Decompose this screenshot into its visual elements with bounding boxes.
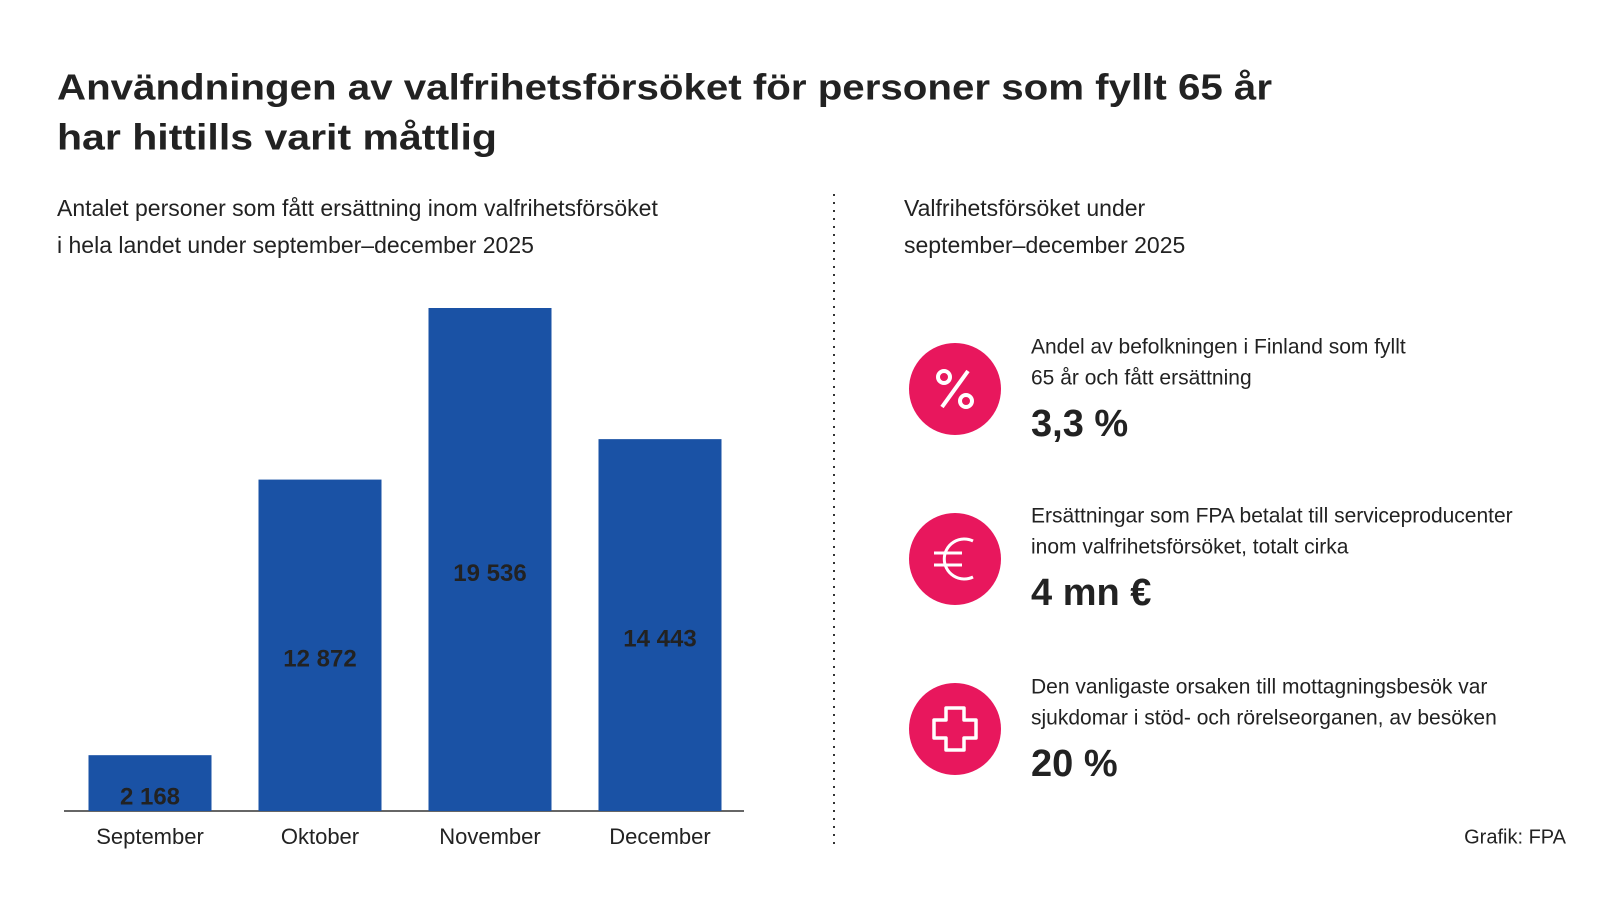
health-icon xyxy=(909,683,1001,775)
fact-label: Andel av befolkningen i Finland som fyll… xyxy=(1031,336,1406,359)
fact-value: 3,3 % xyxy=(1031,403,1128,445)
value-label: 2 168 xyxy=(120,783,180,810)
fact-label: Den vanligaste orsaken till mottagningsb… xyxy=(1031,676,1487,699)
facts-heading: september–december 2025 xyxy=(904,232,1185,258)
percent-icon xyxy=(909,343,1001,435)
credit: Grafik: FPA xyxy=(1464,826,1567,848)
bar xyxy=(598,439,722,811)
chart-subtitle: i hela landet under september–december 2… xyxy=(57,232,534,258)
x-tick-label: September xyxy=(96,824,204,849)
fact-label: sjukdomar i stöd- och rörelseorganen, av… xyxy=(1031,707,1497,730)
value-label: 14 443 xyxy=(623,625,696,652)
x-tick-label: December xyxy=(609,824,710,849)
bar xyxy=(88,755,212,811)
fact-value: 20 % xyxy=(1031,743,1118,785)
bar xyxy=(258,479,382,811)
value-label: 19 536 xyxy=(453,560,526,587)
fact-label: Ersättningar som FPA betalat till servic… xyxy=(1031,505,1513,528)
fact-value: 4 mn € xyxy=(1031,572,1151,614)
chart-subtitle: Antalet personer som fått ersättning ino… xyxy=(57,195,658,221)
fact-label: inom valfrihetsförsöket, totalt cirka xyxy=(1031,536,1349,559)
title: Användningen av valfrihetsförsöket för p… xyxy=(57,67,1272,108)
value-label: 12 872 xyxy=(283,646,356,673)
facts-heading: Valfrihetsförsöket under xyxy=(904,195,1146,221)
euro-icon xyxy=(909,513,1001,605)
x-tick-label: November xyxy=(439,824,540,849)
x-tick-label: Oktober xyxy=(281,824,359,849)
fact-label: 65 år och fått ersättning xyxy=(1031,367,1252,390)
title: har hittills varit måttlig xyxy=(57,117,497,158)
bar xyxy=(428,308,552,811)
